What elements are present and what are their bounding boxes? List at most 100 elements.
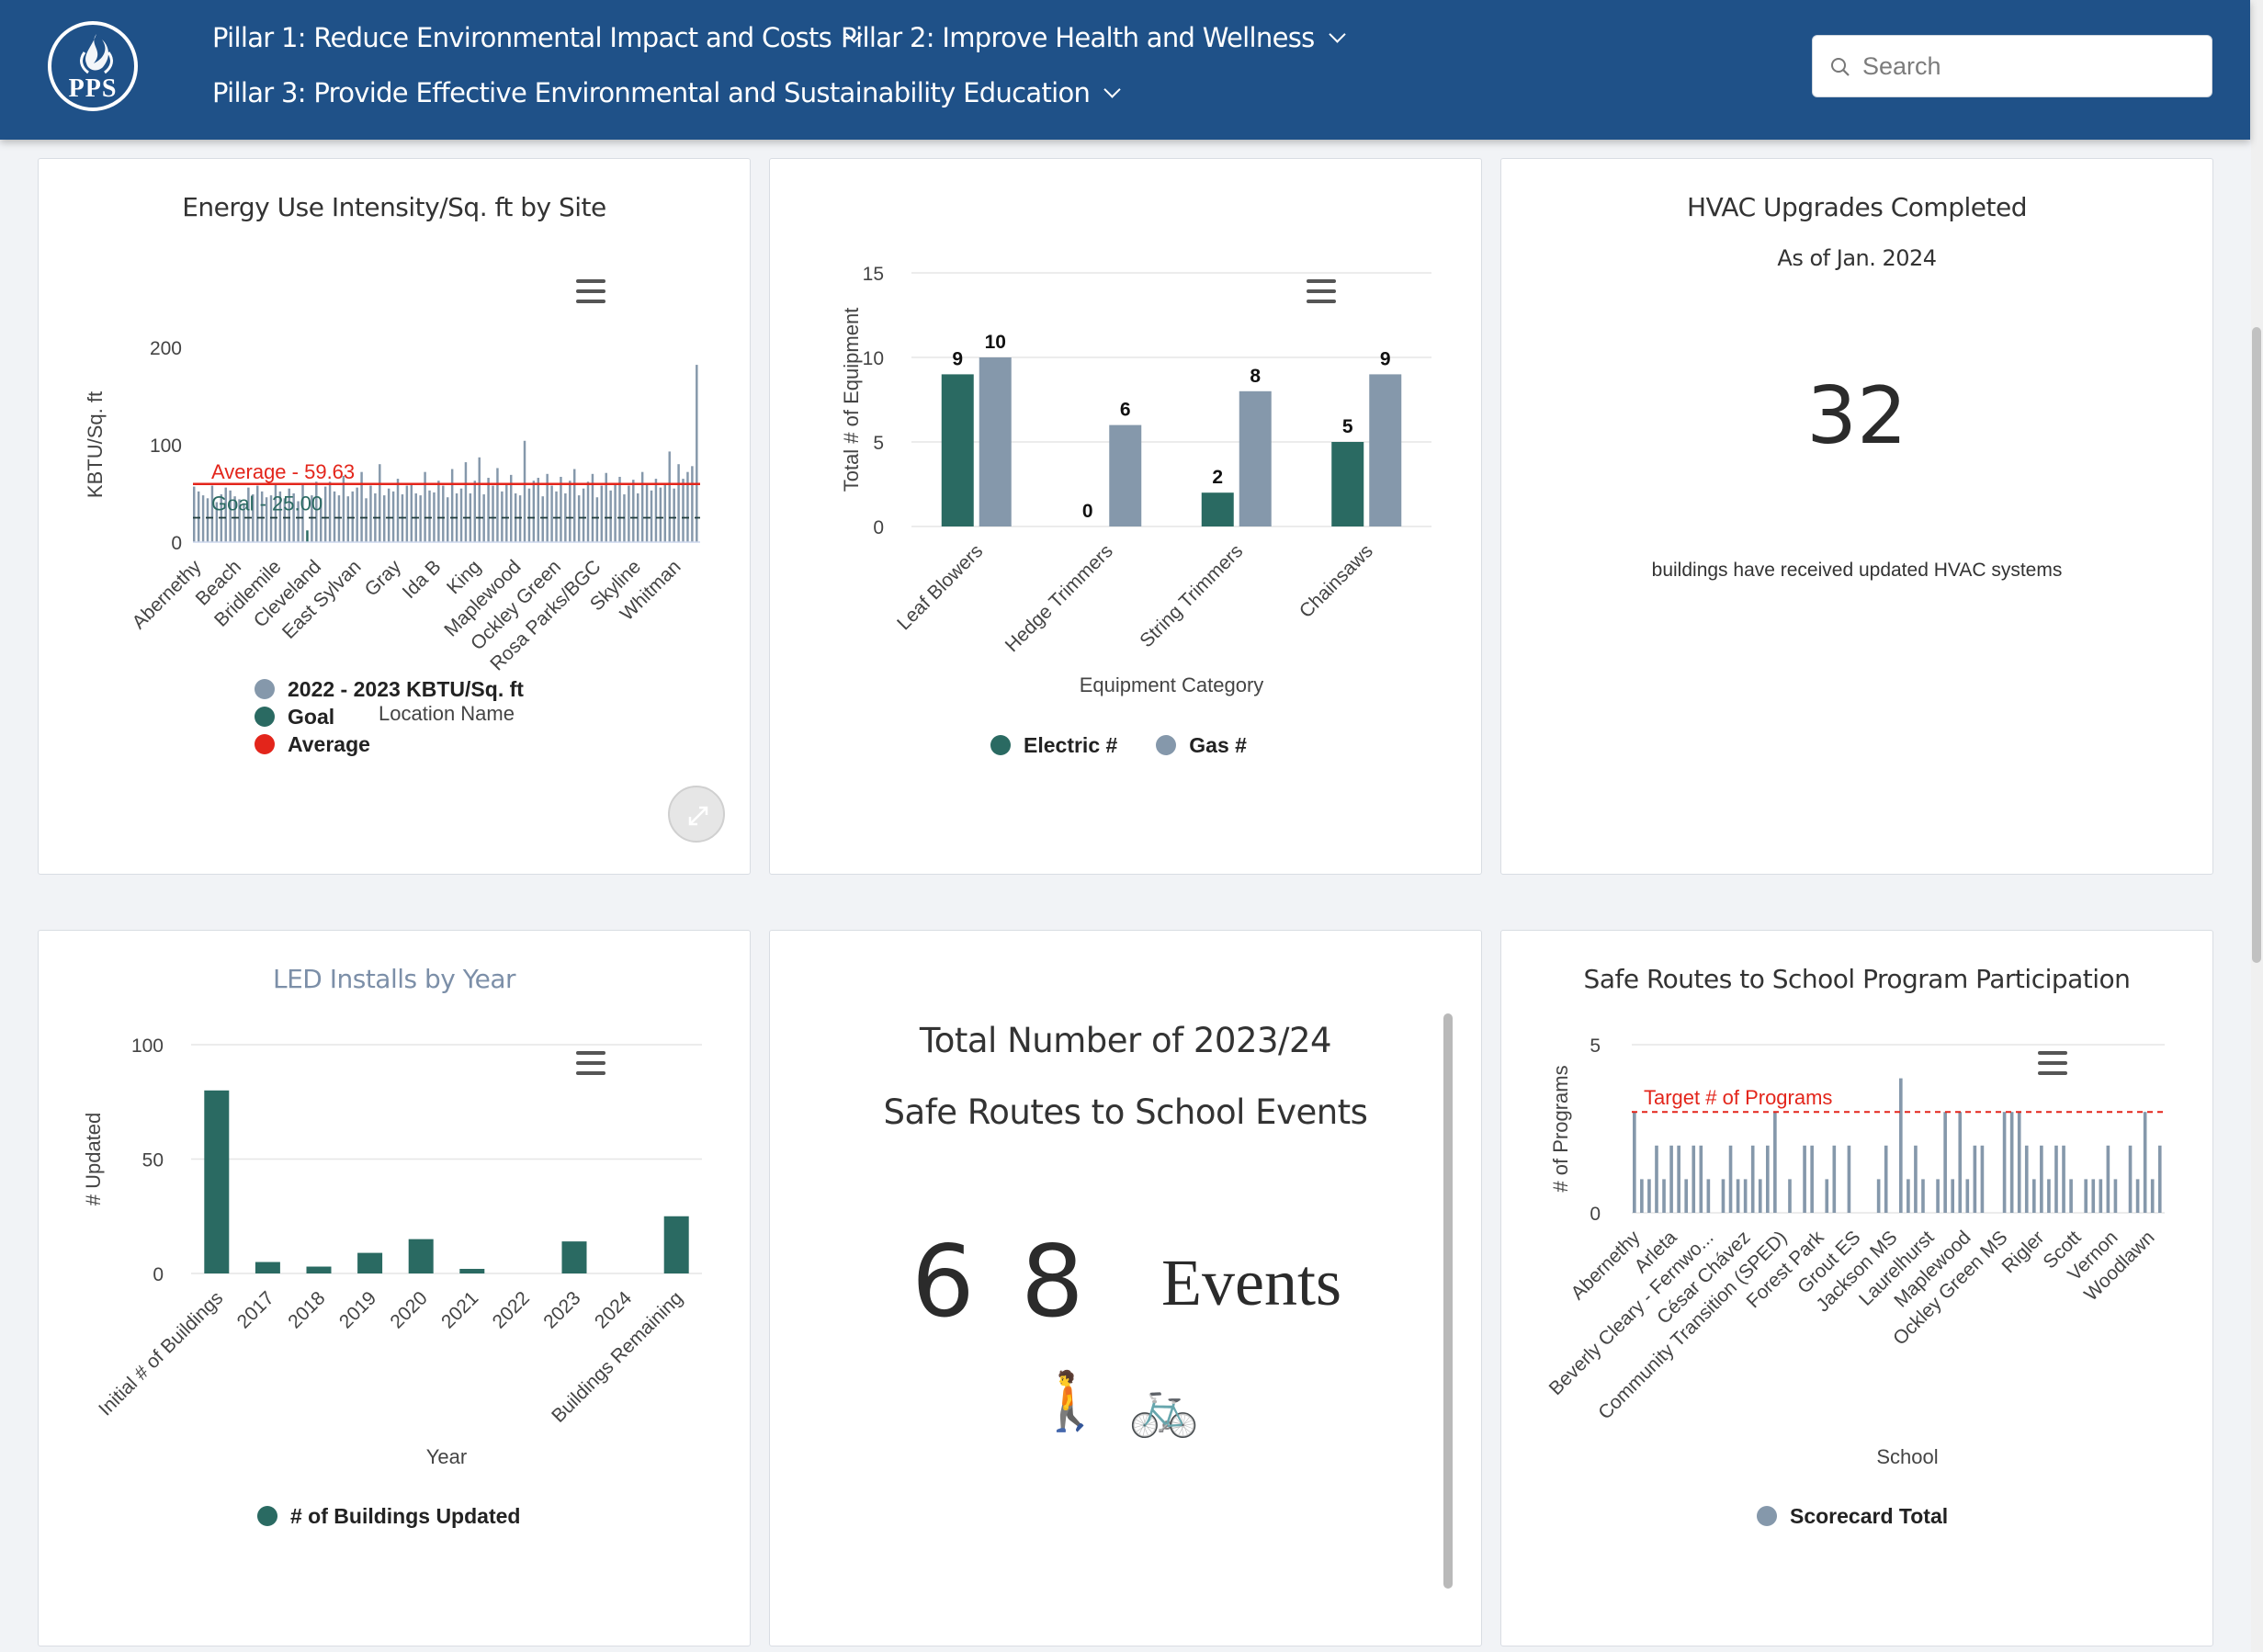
data-bar [560, 476, 562, 542]
data-bar [357, 1252, 383, 1273]
data-bar [537, 478, 540, 542]
y-tick-label: 100 [150, 436, 182, 457]
data-bar [1721, 1179, 1726, 1213]
data-bar [311, 495, 313, 542]
y-tick-label: 5 [1590, 1035, 1601, 1057]
data-bar [1803, 1145, 1806, 1213]
data-bar [323, 486, 327, 542]
data-bar [1677, 1145, 1680, 1213]
nav-pillar-3[interactable]: Pillar 3: Provide Effective Environmenta… [212, 77, 1121, 108]
expand-button[interactable] [668, 786, 725, 843]
data-bar [1750, 1145, 1755, 1213]
data-bar [478, 457, 481, 542]
data-bar [224, 487, 227, 542]
data-bar [979, 357, 1012, 526]
hvac-title: HVAC Upgrades Completed [1687, 192, 2027, 222]
page-scrollbar[interactable] [2252, 327, 2261, 963]
data-bar [640, 471, 644, 542]
data-bar [243, 503, 245, 542]
legend-item-average[interactable]: Average [255, 730, 524, 758]
chevron-down-icon [1328, 25, 1346, 43]
events-card: Total Number of 2023/24 Safe Routes to S… [769, 930, 1482, 1646]
card-scrollbar[interactable] [1443, 1013, 1453, 1589]
legend-item-electric[interactable]: Electric # [990, 731, 1117, 759]
x-tick-label: 2019 [335, 1287, 380, 1332]
flame-logo-icon [80, 34, 113, 74]
data-bar [252, 494, 255, 542]
chart-menu-icon[interactable] [576, 279, 605, 303]
average-label: Average - 59.63 [211, 460, 355, 483]
pps-logo[interactable]: PPS [48, 21, 138, 111]
data-bar [1951, 1179, 1955, 1213]
data-bar [605, 472, 607, 542]
data-bar [408, 1239, 434, 1273]
x-axis-label: Location Name [379, 702, 515, 725]
search-icon [1831, 58, 1850, 76]
data-bar [2099, 1179, 2103, 1213]
data-bar [365, 498, 368, 542]
nav-pillar-1[interactable]: Pillar 1: Reduce Environmental Impact an… [212, 22, 863, 53]
y-tick-label: 200 [150, 338, 182, 359]
data-bar [328, 481, 332, 542]
data-bar [1369, 374, 1402, 526]
data-bar [1684, 1179, 1689, 1213]
data-bar [1655, 1145, 1658, 1213]
nav-pillar-2[interactable]: Pillar 2: Improve Health and Wellness [841, 22, 1346, 53]
data-bar [437, 481, 440, 542]
y-axis-label: # of Programs [1549, 1065, 1572, 1192]
chart-menu-icon[interactable] [2038, 1051, 2067, 1075]
data-bar [1825, 1179, 1829, 1213]
data-bar [663, 483, 667, 542]
legend-label: Electric # [1024, 733, 1118, 757]
data-bar [569, 481, 571, 542]
data-bar [1728, 1145, 1733, 1213]
data-bar [505, 484, 508, 542]
data-bar [337, 495, 341, 542]
data-bar [501, 491, 504, 542]
walking-person-icon: 🚶 [1035, 1370, 1106, 1433]
data-label: 10 [985, 332, 1006, 353]
data-bar [369, 485, 372, 542]
legend-label: Gas # [1189, 733, 1247, 757]
x-tick-label: 2024 [591, 1287, 637, 1333]
data-bar [595, 497, 599, 542]
data-bar [2069, 1179, 2073, 1213]
hvac-count: 32 [1806, 370, 1907, 462]
data-bar [201, 495, 205, 542]
data-bar [260, 491, 264, 542]
search-input[interactable] [1862, 36, 2202, 96]
data-bar [1331, 442, 1364, 526]
top-nav-bar: PPS Pillar 1: Reduce Environmental Impac… [0, 0, 2250, 140]
data-bar [442, 485, 445, 542]
chart-menu-icon[interactable] [576, 1051, 605, 1075]
data-bar [496, 468, 499, 542]
events-unit: Events [1161, 1246, 1341, 1319]
chevron-down-icon [1103, 80, 1121, 98]
data-bar [1936, 1179, 1940, 1213]
legend-item-kbtu[interactable]: 2022 - 2023 KBTU/Sq. ft [255, 675, 524, 703]
data-bar [473, 481, 477, 542]
legend-item-gas[interactable]: Gas # [1156, 731, 1247, 759]
data-bar [591, 473, 594, 542]
data-bar [1958, 1112, 1963, 1213]
data-bar [238, 499, 241, 542]
data-bar [1788, 1179, 1792, 1213]
led-title: LED Installs by Year [272, 964, 516, 994]
x-tick-label: 2017 [233, 1287, 278, 1332]
data-bar [2150, 1179, 2155, 1213]
legend-item-goal[interactable]: Goal [255, 703, 524, 730]
nav-pillar-2-label: Pillar 2: Improve Health and Wellness [841, 22, 1315, 53]
data-bar [1914, 1145, 1918, 1213]
chart-menu-icon[interactable] [1307, 279, 1336, 303]
legend-item-buildings[interactable]: # of Buildings Updated [257, 1502, 520, 1530]
legend-label: Goal [288, 705, 335, 729]
data-bar [433, 492, 436, 542]
legend-label: Scorecard Total [1790, 1504, 1949, 1528]
legend-item-scorecard[interactable]: Scorecard Total [1757, 1502, 1948, 1530]
data-bar [1899, 1078, 1903, 1213]
data-bar [663, 1216, 689, 1273]
srts-legend: Scorecard Total [1757, 1502, 1948, 1530]
data-bar [1876, 1179, 1881, 1213]
data-bar [941, 374, 974, 526]
data-bar [487, 478, 490, 542]
